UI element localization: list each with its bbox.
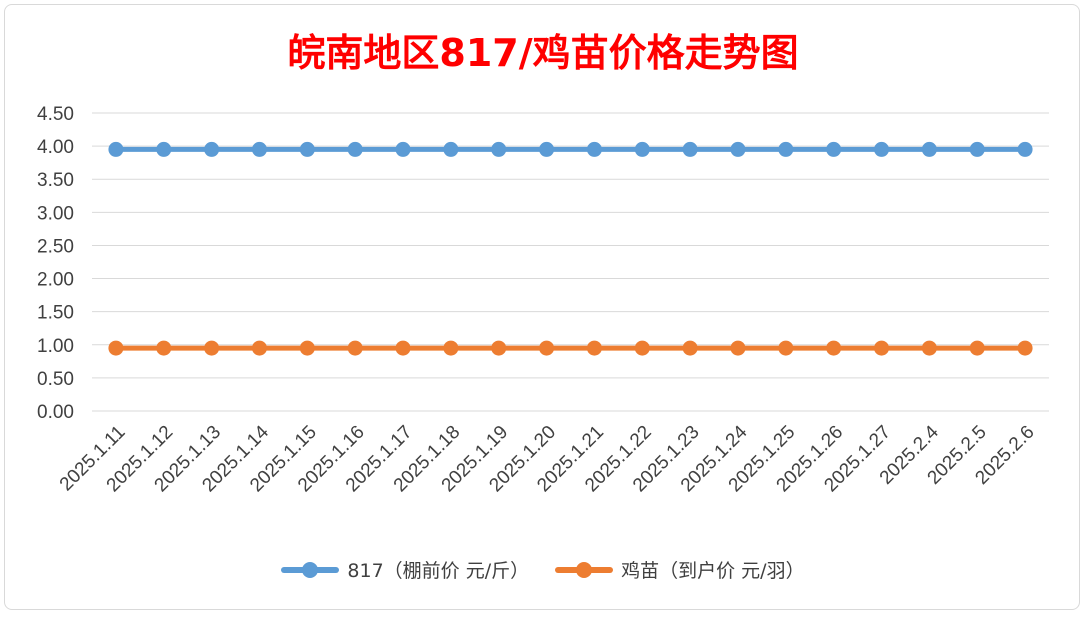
legend-item-chick[interactable]: 鸡苗（到户价 元/羽） <box>555 556 805 583</box>
y-tick-label: 2.00 <box>37 270 74 291</box>
y-tick-label: 1.00 <box>37 336 74 357</box>
series-0-point <box>874 141 890 157</box>
series-0-point <box>491 141 507 157</box>
y-tick-label: 4.50 <box>37 104 74 125</box>
legend-swatch-chick <box>555 561 614 578</box>
y-tick-label: 2.50 <box>37 236 74 257</box>
series-1-point <box>921 340 937 356</box>
legend-swatch-817 <box>281 561 340 578</box>
series-1-point <box>730 340 746 356</box>
y-tick-label: 3.00 <box>37 203 74 224</box>
series-0-point <box>156 141 172 157</box>
series-0-point <box>778 141 794 157</box>
series-0-point <box>347 141 363 157</box>
series-0-point <box>299 141 315 157</box>
legend-marker-817 <box>302 561 319 578</box>
series-1-point <box>874 340 890 356</box>
series-1-point <box>539 340 555 356</box>
chart-frame <box>4 4 1080 610</box>
series-0-point <box>204 141 220 157</box>
series-1-point <box>826 340 842 356</box>
series-1-point <box>1017 340 1033 356</box>
series-0-point <box>395 141 411 157</box>
series-1-point <box>347 340 363 356</box>
series-1-point <box>204 340 220 356</box>
series-0-point <box>969 141 985 157</box>
series-0-point <box>108 141 124 157</box>
legend-label-chick: 鸡苗（到户价 元/羽） <box>621 560 805 582</box>
series-0-point <box>730 141 746 157</box>
series-0-point <box>682 141 698 157</box>
series-1-point <box>251 340 267 356</box>
y-tick-label: 0.50 <box>37 369 74 390</box>
series-0-point <box>826 141 842 157</box>
legend-marker-chick <box>576 561 593 578</box>
series-1-point <box>778 340 794 356</box>
series-0-point <box>921 141 937 157</box>
y-tick-label: 1.50 <box>37 303 74 324</box>
series-1-point <box>682 340 698 356</box>
chart-title: 皖南地区817/鸡苗价格走势图 <box>287 31 799 75</box>
series-1-point <box>586 340 602 356</box>
y-tick-label: 3.50 <box>37 170 74 191</box>
y-tick-label: 4.00 <box>37 137 74 158</box>
legend-label-817: 817（棚前价 元/斤） <box>347 560 530 582</box>
series-1-point <box>634 340 650 356</box>
series-0-point <box>443 141 459 157</box>
series-1-point <box>108 340 124 356</box>
series-1-point <box>491 340 507 356</box>
series-0-point <box>586 141 602 157</box>
series-0-point <box>539 141 555 157</box>
series-1-point <box>156 340 172 356</box>
y-tick-label: 0.00 <box>37 402 74 423</box>
series-0-point <box>1017 141 1033 157</box>
series-0-point <box>251 141 267 157</box>
series-1-point <box>299 340 315 356</box>
series-1-point <box>395 340 411 356</box>
series-1-point <box>443 340 459 356</box>
legend-item-817[interactable]: 817（棚前价 元/斤） <box>281 556 529 583</box>
series-0-point <box>634 141 650 157</box>
chart-legend: 817（棚前价 元/斤） 鸡苗（到户价 元/羽） <box>0 556 1086 583</box>
series-1-point <box>969 340 985 356</box>
